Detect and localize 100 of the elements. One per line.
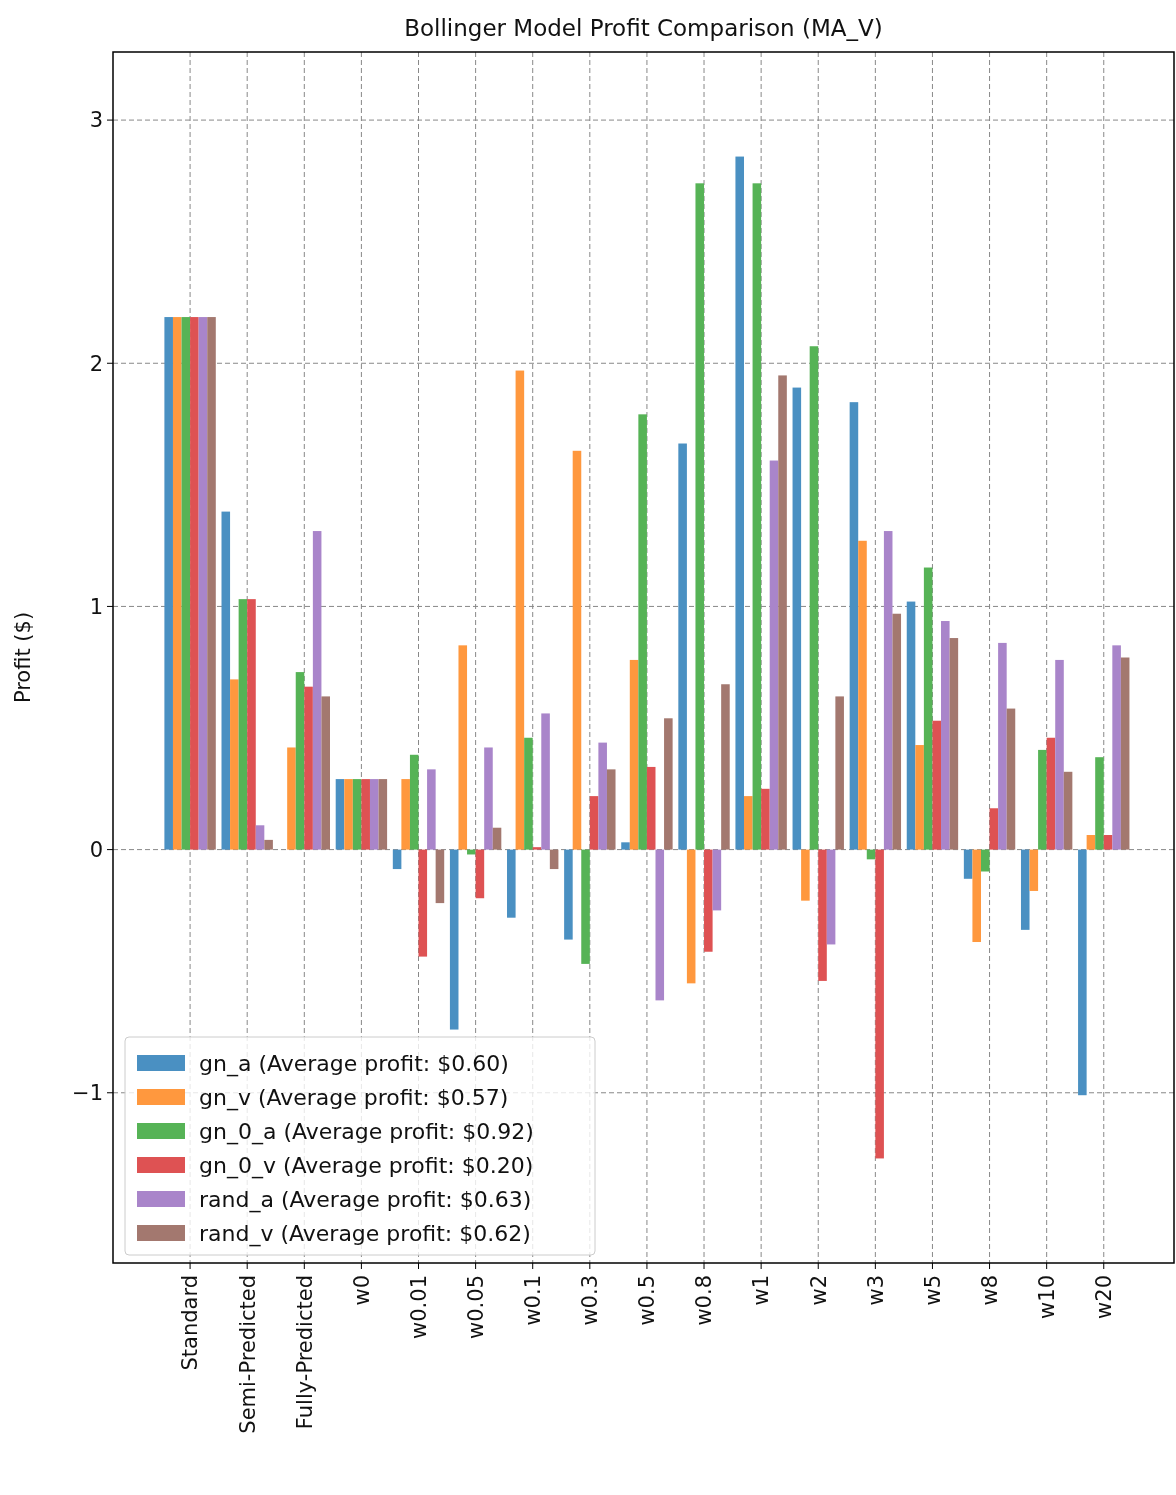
bar — [655, 849, 665, 1001]
bar — [858, 540, 867, 850]
x-tick-label: w10 — [1035, 1275, 1060, 1319]
bar — [892, 613, 902, 850]
bar — [572, 450, 582, 850]
bar — [1112, 645, 1121, 850]
bar — [664, 718, 673, 850]
x-tick-label: w0.5 — [635, 1275, 660, 1326]
bar — [198, 317, 208, 850]
bar — [818, 849, 827, 981]
bar — [378, 779, 388, 850]
legend-label: rand_a (Average profit: $0.63) — [199, 1186, 532, 1213]
x-tick-label: w0.1 — [521, 1275, 546, 1326]
bar — [392, 849, 402, 870]
bar — [849, 402, 859, 850]
legend-label: rand_v (Average profit: $0.62) — [199, 1220, 531, 1247]
bar — [238, 599, 248, 850]
bar — [721, 684, 730, 850]
bar — [949, 638, 959, 850]
legend-label: gn_a (Average profit: $0.60) — [199, 1050, 509, 1077]
bar — [906, 601, 916, 850]
bar — [541, 713, 550, 850]
bar — [418, 849, 428, 957]
bar — [247, 599, 256, 850]
bar — [883, 531, 893, 850]
x-tick-label: w8 — [977, 1275, 1002, 1306]
x-tick-label: Fully-Predicted — [292, 1275, 317, 1430]
bar — [287, 747, 296, 850]
bar — [704, 849, 713, 952]
bar — [1095, 757, 1104, 850]
bar — [735, 156, 744, 850]
bar — [221, 511, 231, 850]
x-tick-label: w0.3 — [578, 1275, 603, 1326]
bar — [255, 825, 265, 850]
bar — [295, 672, 305, 850]
bar — [1006, 708, 1016, 850]
bar — [344, 779, 353, 850]
bar — [761, 788, 770, 850]
bar — [1038, 749, 1047, 850]
bar — [532, 847, 542, 850]
bar — [1046, 737, 1056, 850]
bar — [744, 796, 753, 850]
bar — [369, 779, 379, 850]
bar — [312, 531, 322, 850]
bar — [980, 849, 990, 872]
chart-title: Bollinger Model Profit Comparison (MA_V) — [404, 15, 883, 41]
legend-label: gn_0_a (Average profit: $0.92) — [199, 1118, 534, 1145]
bar — [809, 346, 819, 850]
bar — [1029, 849, 1039, 891]
x-tick-label: w20 — [1092, 1275, 1117, 1319]
bar — [621, 842, 630, 850]
bar — [752, 183, 762, 850]
bar — [524, 737, 533, 850]
x-tick-label: w3 — [863, 1275, 888, 1306]
y-axis-title: Profit ($) — [11, 611, 35, 704]
bar — [164, 317, 173, 850]
bar — [335, 779, 345, 850]
bar — [972, 849, 981, 943]
bar — [458, 645, 468, 850]
bar — [230, 679, 239, 850]
bar — [1063, 771, 1073, 850]
bar — [923, 567, 933, 850]
bar — [963, 849, 973, 879]
y-tick-label: 3 — [89, 108, 103, 133]
bar — [449, 849, 459, 1030]
y-tick-label: 1 — [89, 594, 103, 619]
y-tick-label: 2 — [89, 351, 103, 376]
x-tick-label: Semi-Predicted — [235, 1275, 260, 1434]
bar — [1086, 835, 1096, 850]
bar — [769, 460, 779, 850]
x-tick-label: w5 — [920, 1275, 945, 1306]
bar — [549, 849, 559, 870]
x-tick-label: w0.05 — [463, 1275, 488, 1339]
bar — [646, 766, 656, 850]
bar — [427, 769, 436, 850]
bar — [401, 779, 410, 850]
bar — [826, 849, 836, 945]
bar — [492, 827, 502, 850]
bar — [589, 796, 599, 850]
bar — [989, 808, 999, 850]
bar — [712, 849, 722, 911]
legend-label: gn_0_v (Average profit: $0.20) — [199, 1152, 534, 1179]
bar — [1103, 835, 1113, 850]
bar — [792, 387, 802, 850]
bar — [835, 696, 844, 850]
bar — [264, 839, 273, 850]
bar — [801, 849, 810, 901]
x-tick-label: w0 — [349, 1275, 374, 1306]
bar — [484, 747, 493, 850]
bar — [1120, 657, 1130, 850]
bar — [190, 317, 199, 850]
bar — [475, 849, 485, 899]
bar — [361, 779, 370, 850]
x-tick-label: w0.8 — [692, 1275, 717, 1326]
bar — [875, 849, 884, 1159]
bar — [207, 317, 216, 850]
y-tick-label: 0 — [89, 837, 103, 862]
bar — [581, 849, 590, 964]
bar — [304, 686, 313, 850]
bar — [1078, 849, 1087, 1096]
